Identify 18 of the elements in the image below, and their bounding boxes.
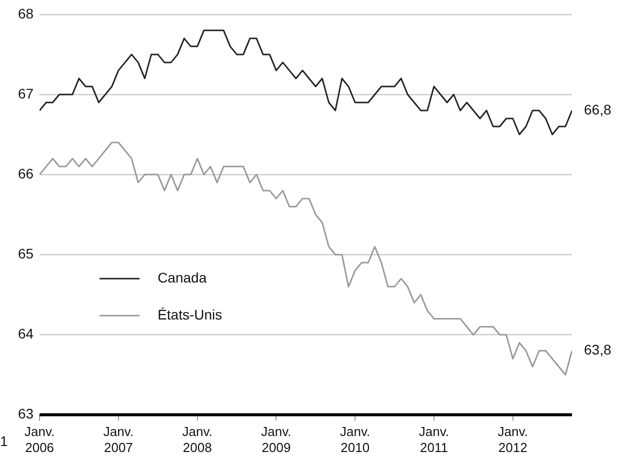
y-tick-label: 68 [18, 5, 34, 22]
x-tick-label: Janv. 2010 [340, 424, 370, 455]
legend-label: États-Unis [158, 306, 222, 323]
y-tick-label: 65 [18, 246, 34, 262]
y-tick-label: 63 [18, 406, 34, 422]
x-tick-label: Janv. 2006 [24, 424, 55, 455]
legend-label: Canada [158, 270, 207, 286]
x-tick-label: Janv. 2012 [498, 424, 528, 455]
x-tick-label: Janv. 2011 [418, 424, 450, 455]
x-tick-label: Janv. 2007 [103, 424, 134, 455]
y-tick-label: 64 [18, 326, 34, 342]
text: 1 [0, 432, 8, 449]
annotation: 66,8 [584, 101, 612, 118]
y-tick-label: 66 [18, 165, 34, 182]
x-tick-label: Janv. 2008 [182, 424, 212, 455]
annotation: 63,8 [584, 342, 612, 358]
x-tick-label: Janv. 2009 [261, 424, 292, 455]
y-tick-label: 67 [18, 85, 34, 102]
